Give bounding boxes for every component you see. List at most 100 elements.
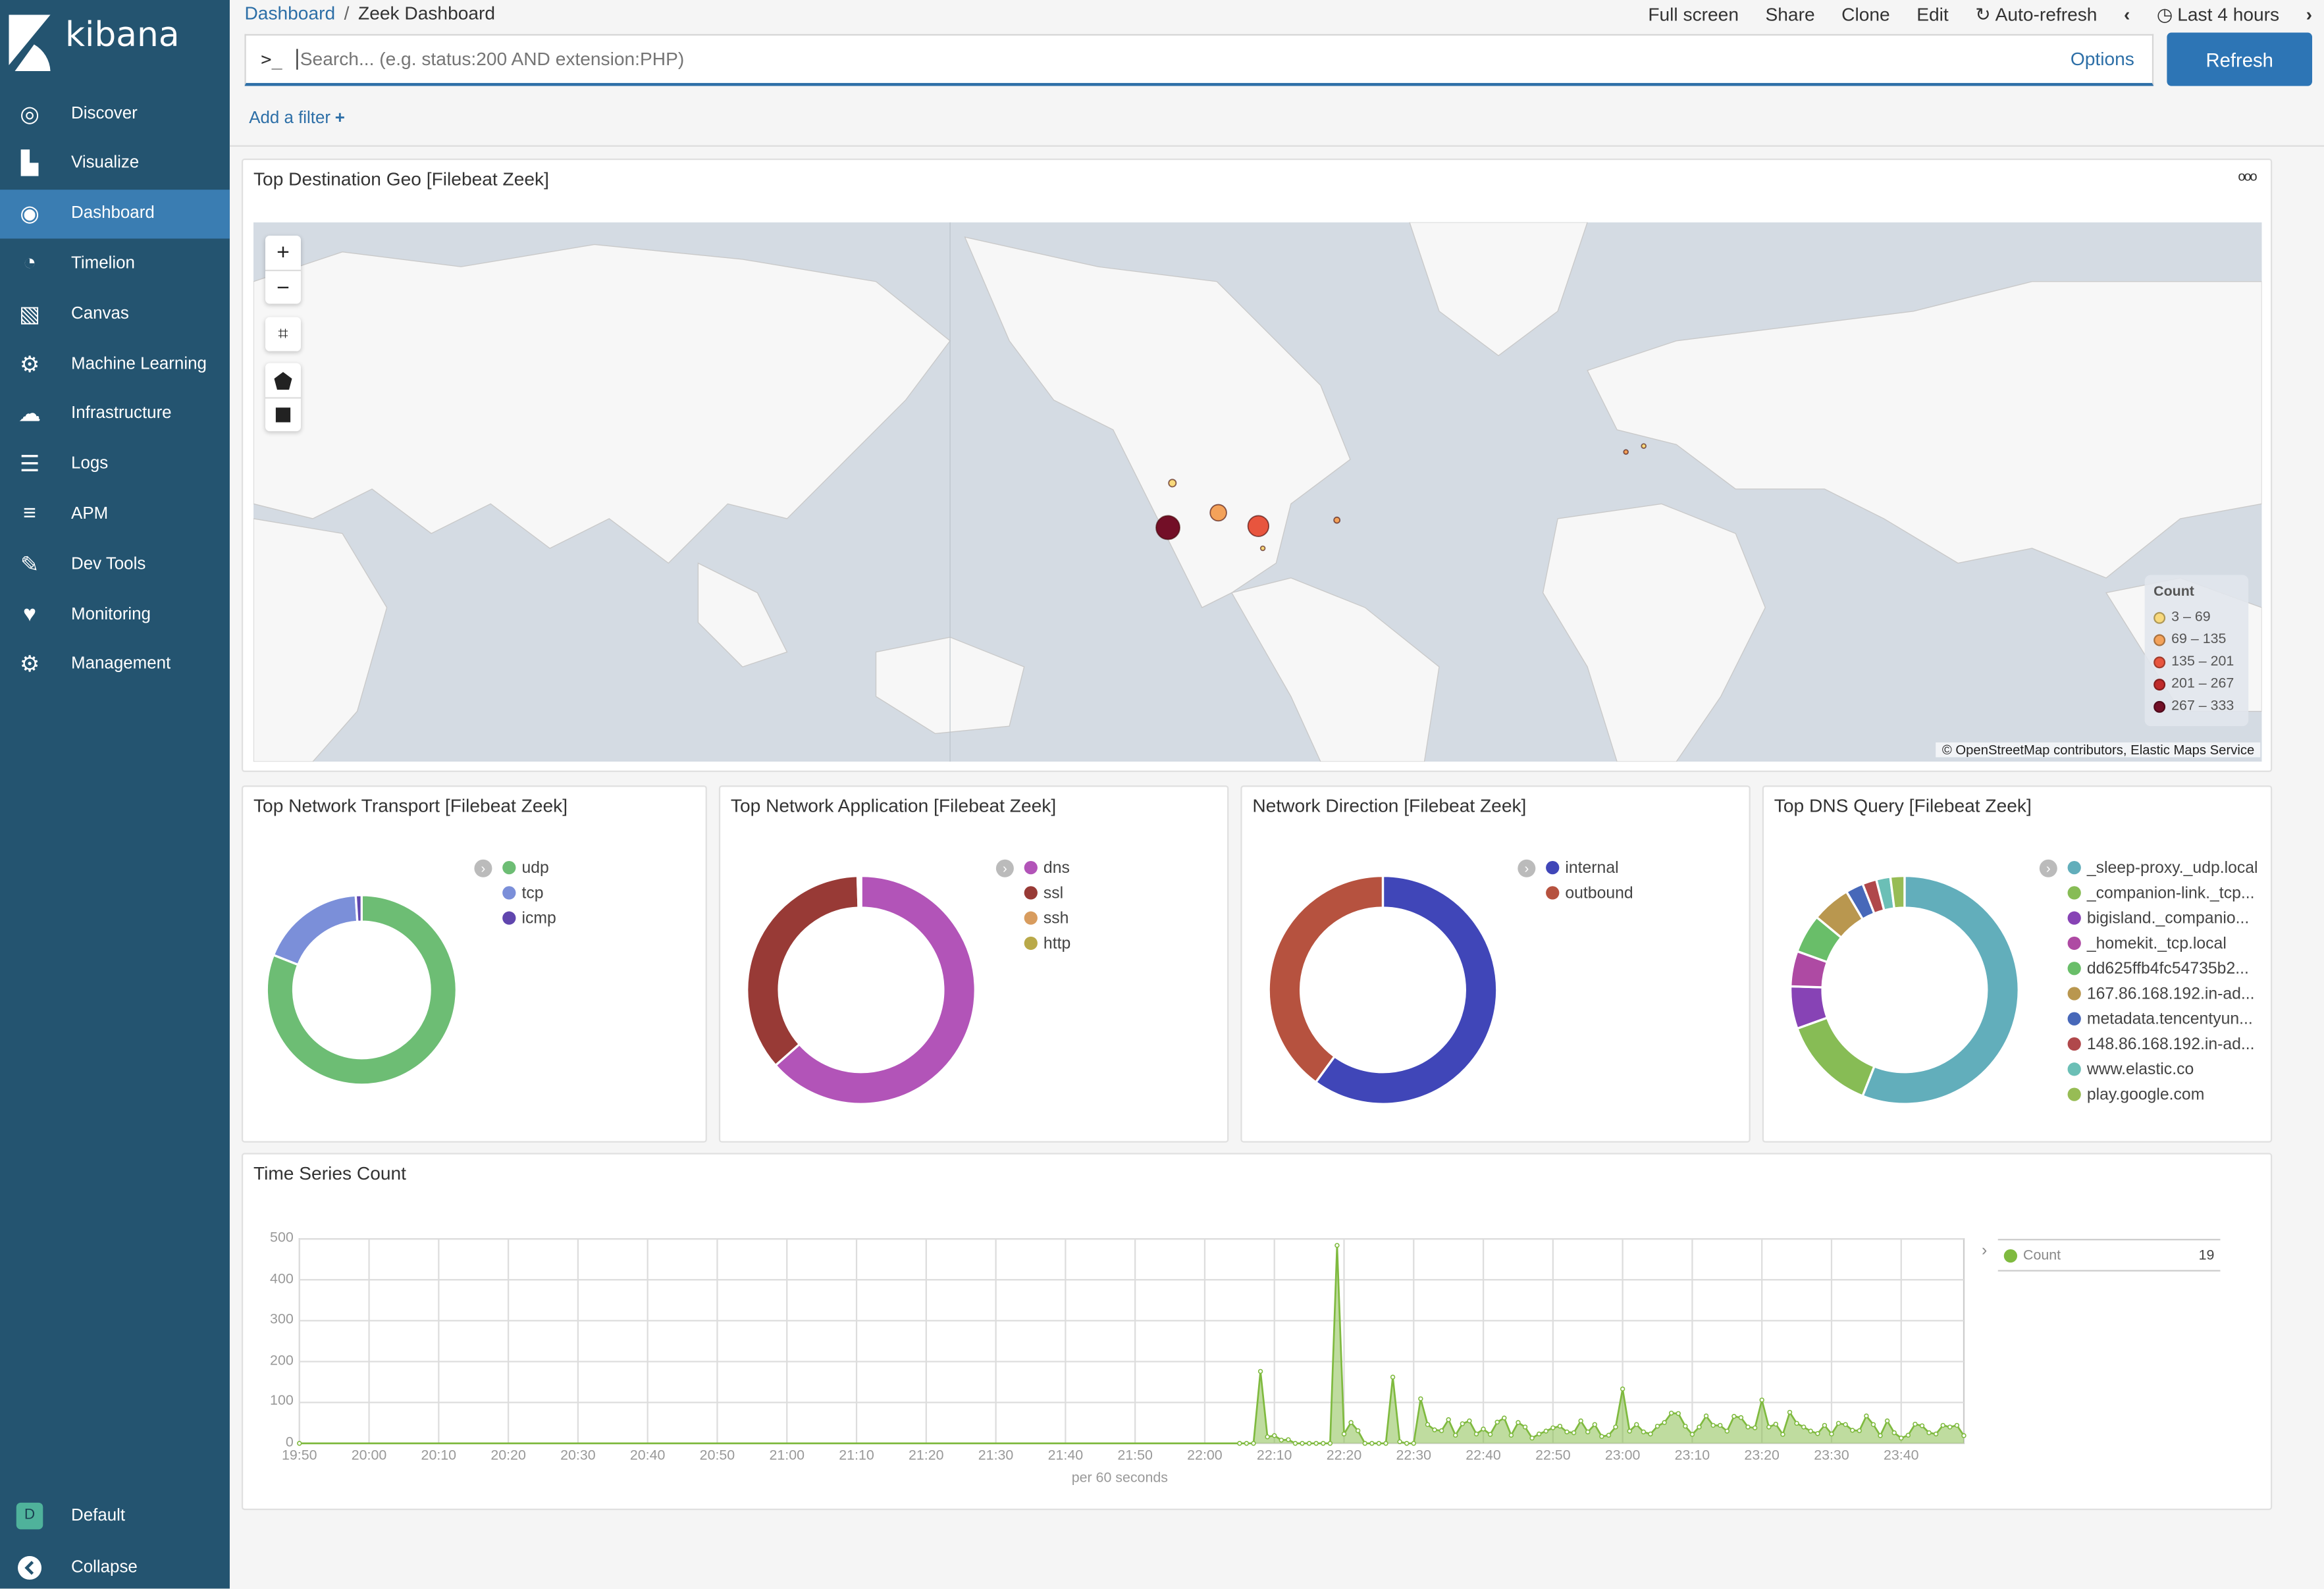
time-forward-chevron-icon[interactable]: › bbox=[2306, 3, 2313, 25]
data-point[interactable] bbox=[1926, 1430, 1932, 1436]
sidebar-item-discover[interactable]: ◎ Discover bbox=[0, 89, 230, 138]
sidebar-item-canvas[interactable]: ▧ Canvas bbox=[0, 289, 230, 338]
donut-slice-udp[interactable] bbox=[265, 894, 458, 1086]
draw-polygon-button[interactable] bbox=[265, 363, 301, 398]
data-point[interactable] bbox=[1599, 1434, 1604, 1439]
data-point[interactable] bbox=[1801, 1424, 1807, 1430]
data-point[interactable] bbox=[1418, 1396, 1423, 1401]
data-point[interactable] bbox=[1564, 1429, 1570, 1435]
geo-marker[interactable] bbox=[1259, 545, 1266, 552]
data-point[interactable] bbox=[1432, 1427, 1437, 1432]
time-back-chevron-icon[interactable]: ‹ bbox=[2123, 3, 2130, 25]
data-point[interactable] bbox=[1620, 1386, 1625, 1392]
data-point[interactable] bbox=[1676, 1411, 1681, 1417]
legend-item[interactable]: tcp bbox=[502, 880, 556, 905]
data-point[interactable] bbox=[1592, 1422, 1598, 1427]
data-point[interactable] bbox=[1899, 1435, 1904, 1441]
legend-item[interactable]: 167.86.168.192.in-ad... bbox=[2067, 981, 2258, 1006]
data-point[interactable] bbox=[1780, 1432, 1785, 1437]
legend-item[interactable]: _sleep-proxy._udp.local bbox=[2067, 855, 2258, 880]
search-bar[interactable]: >_ Options bbox=[244, 34, 2154, 86]
data-point[interactable] bbox=[1850, 1428, 1855, 1433]
sidebar-item-infrastructure[interactable]: ☁ Infrastructure bbox=[0, 390, 230, 438]
data-point[interactable] bbox=[1822, 1422, 1828, 1428]
data-point[interactable] bbox=[1306, 1441, 1312, 1446]
data-point[interactable] bbox=[1383, 1441, 1388, 1446]
data-point[interactable] bbox=[1265, 1434, 1270, 1440]
data-point[interactable] bbox=[1891, 1430, 1897, 1436]
data-point[interactable] bbox=[1404, 1441, 1410, 1446]
data-point[interactable] bbox=[1397, 1439, 1402, 1444]
data-point[interactable] bbox=[1334, 1243, 1340, 1248]
full-screen-button[interactable]: Full screen bbox=[1648, 3, 1739, 25]
time-series-chart[interactable] bbox=[242, 1215, 1991, 1497]
collapse-button[interactable]: Collapse bbox=[0, 1543, 230, 1589]
data-point[interactable] bbox=[1578, 1418, 1583, 1424]
breadcrumb-dashboard[interactable]: Dashboard bbox=[244, 3, 336, 24]
legend-item[interactable]: dns bbox=[1024, 855, 1071, 880]
data-point[interactable] bbox=[1738, 1415, 1744, 1420]
legend-item[interactable]: dd625ffb4fc54735b2... bbox=[2067, 956, 2258, 981]
data-point[interactable] bbox=[1536, 1431, 1542, 1437]
donut-slice-dns[interactable] bbox=[774, 874, 977, 1105]
data-point[interactable] bbox=[1613, 1424, 1618, 1430]
data-point[interactable] bbox=[1446, 1417, 1451, 1422]
data-point[interactable] bbox=[1487, 1432, 1493, 1437]
data-point[interactable] bbox=[1244, 1441, 1250, 1446]
data-point[interactable] bbox=[1857, 1428, 1862, 1434]
data-point[interactable] bbox=[1292, 1441, 1298, 1446]
data-point[interactable] bbox=[1467, 1418, 1472, 1424]
zoom-in-button[interactable]: + bbox=[277, 240, 290, 265]
panel-menu-icon[interactable]: ooo bbox=[2238, 169, 2257, 184]
legend-item[interactable]: _companion-link._tcp... bbox=[2067, 880, 2258, 905]
data-point[interactable] bbox=[1731, 1414, 1737, 1419]
data-point[interactable] bbox=[1870, 1422, 1876, 1427]
data-point[interactable] bbox=[1724, 1428, 1730, 1434]
legend-item[interactable]: outbound bbox=[1546, 880, 1633, 905]
data-point[interactable] bbox=[1543, 1428, 1548, 1434]
data-point[interactable] bbox=[1494, 1419, 1500, 1425]
data-point[interactable] bbox=[1766, 1424, 1772, 1430]
geo-marker[interactable] bbox=[1641, 443, 1647, 449]
data-point[interactable] bbox=[1376, 1441, 1382, 1446]
legend-item[interactable]: udp bbox=[502, 855, 556, 880]
donut-slice-http[interactable] bbox=[858, 874, 862, 909]
data-point[interactable] bbox=[1641, 1429, 1647, 1435]
donut-slice-play-google-com[interactable] bbox=[1889, 874, 1906, 910]
data-point[interactable] bbox=[1794, 1420, 1799, 1426]
data-point[interactable] bbox=[1689, 1432, 1695, 1437]
data-point[interactable] bbox=[1550, 1425, 1556, 1430]
data-point[interactable] bbox=[1683, 1423, 1688, 1429]
sidebar-item-machine-learning[interactable]: ⚙ Machine Learning bbox=[0, 340, 230, 388]
data-point[interactable] bbox=[1522, 1424, 1528, 1430]
sidebar-item-logs[interactable]: ☰ Logs bbox=[0, 440, 230, 488]
data-point[interactable] bbox=[1473, 1431, 1479, 1437]
legend-item-count[interactable]: Count 19 bbox=[1997, 1239, 2221, 1272]
data-point[interactable] bbox=[1348, 1420, 1354, 1425]
data-point[interactable] bbox=[1654, 1423, 1660, 1429]
add-filter-button[interactable]: Add a filter + bbox=[249, 110, 345, 128]
clone-button[interactable]: Clone bbox=[1841, 3, 1890, 25]
map-attribution[interactable]: © OpenStreetMap contributors, Elastic Ma… bbox=[1936, 742, 2261, 758]
data-point[interactable] bbox=[1843, 1422, 1848, 1427]
data-point[interactable] bbox=[1634, 1422, 1639, 1427]
data-point[interactable] bbox=[1300, 1441, 1305, 1446]
legend-item[interactable]: bigisland._companio... bbox=[2067, 906, 2258, 931]
geo-marker[interactable] bbox=[1168, 479, 1177, 488]
data-point[interactable] bbox=[1940, 1422, 1945, 1428]
data-point[interactable] bbox=[1961, 1433, 1967, 1438]
data-point[interactable] bbox=[1355, 1428, 1361, 1434]
data-point[interactable] bbox=[1878, 1433, 1883, 1438]
donut-slice-internal[interactable] bbox=[1314, 874, 1498, 1105]
legend-item[interactable]: 148.86.168.192.in-ad... bbox=[2067, 1031, 2258, 1056]
data-point[interactable] bbox=[1913, 1421, 1918, 1427]
fit-bounds-button[interactable]: ⌗ bbox=[265, 317, 302, 352]
data-point[interactable] bbox=[1718, 1422, 1723, 1428]
legend-item[interactable]: icmp bbox=[502, 906, 556, 931]
time-picker[interactable]: ◷ Last 4 hours bbox=[2157, 3, 2279, 26]
data-point[interactable] bbox=[1668, 1411, 1674, 1416]
data-point[interactable] bbox=[1703, 1413, 1709, 1419]
data-point[interactable] bbox=[1815, 1431, 1820, 1436]
data-point[interactable] bbox=[1251, 1441, 1256, 1446]
data-point[interactable] bbox=[1829, 1431, 1834, 1437]
